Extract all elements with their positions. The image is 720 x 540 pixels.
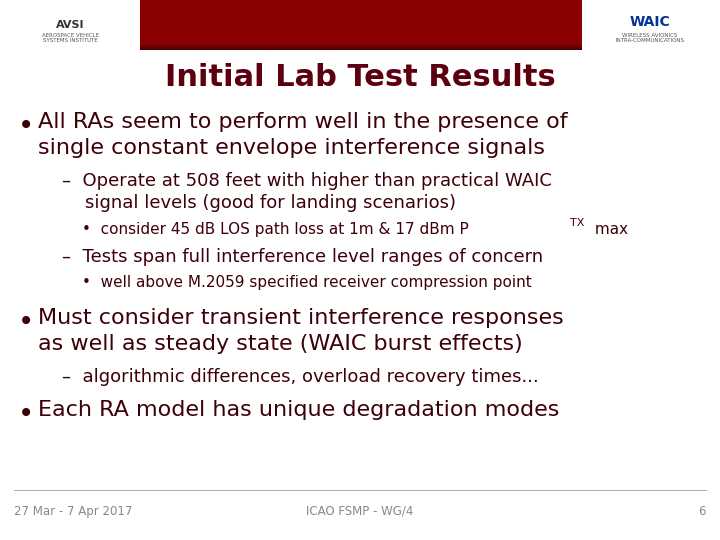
- Polygon shape: [140, 49, 582, 50]
- Text: •: •: [18, 400, 35, 428]
- Text: •  well above M.2059 specified receiver compression point: • well above M.2059 specified receiver c…: [82, 275, 532, 290]
- Text: single constant envelope interference signals: single constant envelope interference si…: [38, 138, 545, 158]
- Polygon shape: [140, 44, 582, 45]
- Text: –  Operate at 508 feet with higher than practical WAIC: – Operate at 508 feet with higher than p…: [62, 172, 552, 190]
- Polygon shape: [140, 48, 582, 49]
- Text: AEROSPACE VEHICLE
SYSTEMS INSTITUTE: AEROSPACE VEHICLE SYSTEMS INSTITUTE: [42, 32, 99, 43]
- Text: Must consider transient interference responses: Must consider transient interference res…: [38, 308, 564, 328]
- Text: •: •: [18, 112, 35, 140]
- Polygon shape: [140, 47, 582, 48]
- Polygon shape: [140, 45, 582, 46]
- Text: Each RA model has unique degradation modes: Each RA model has unique degradation mod…: [38, 400, 559, 420]
- Text: –  Tests span full interference level ranges of concern: – Tests span full interference level ran…: [62, 248, 543, 266]
- Text: 27 Mar - 7 Apr 2017: 27 Mar - 7 Apr 2017: [14, 505, 132, 518]
- Text: signal levels (good for landing scenarios): signal levels (good for landing scenario…: [62, 194, 456, 212]
- Text: •: •: [18, 308, 35, 336]
- Text: WAIC: WAIC: [629, 15, 670, 29]
- Text: All RAs seem to perform well in the presence of: All RAs seem to perform well in the pres…: [38, 112, 567, 132]
- Text: Initial Lab Test Results: Initial Lab Test Results: [165, 64, 555, 92]
- Text: 6: 6: [698, 505, 706, 518]
- Text: max: max: [590, 222, 628, 237]
- Text: as well as steady state (WAIC burst effects): as well as steady state (WAIC burst effe…: [38, 334, 523, 354]
- Text: AVSI: AVSI: [55, 20, 84, 30]
- Text: •  consider 45 dB LOS path loss at 1m & 17 dBm P: • consider 45 dB LOS path loss at 1m & 1…: [82, 222, 469, 237]
- Polygon shape: [140, 46, 582, 47]
- Text: WIRELESS AVIONICS
INTRA-COMMUNICATIONS: WIRELESS AVIONICS INTRA-COMMUNICATIONS: [616, 32, 685, 43]
- Text: ICAO FSMP - WG/4: ICAO FSMP - WG/4: [306, 505, 414, 518]
- Text: –  algorithmic differences, overload recovery times...: – algorithmic differences, overload reco…: [62, 368, 539, 386]
- Polygon shape: [140, 0, 582, 50]
- Text: TX: TX: [570, 218, 585, 228]
